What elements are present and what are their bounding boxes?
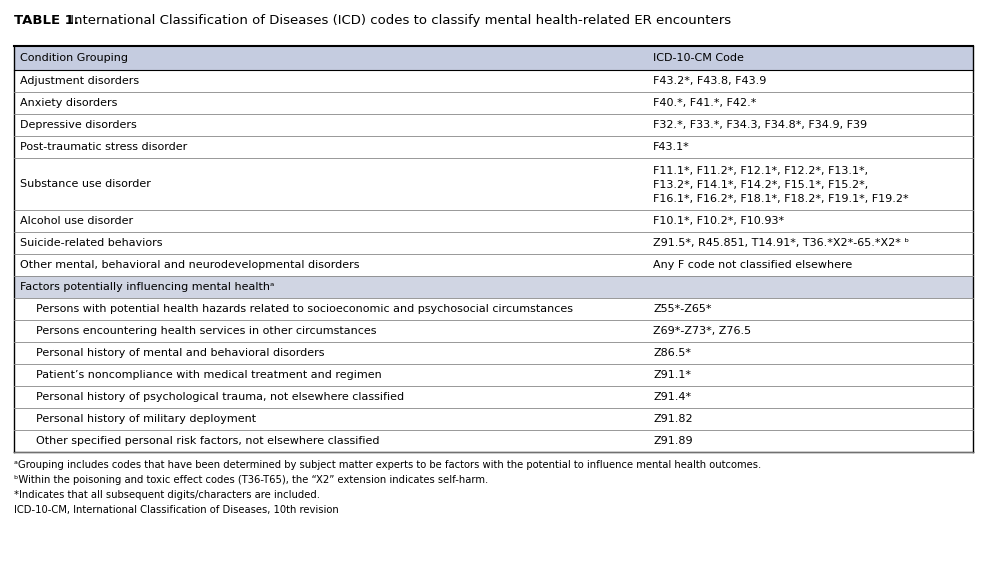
Text: Personal history of military deployment: Personal history of military deployment	[35, 414, 255, 424]
Text: Condition Grouping: Condition Grouping	[20, 53, 128, 63]
Bar	[14, 276, 972, 298]
Text: Z91.82: Z91.82	[653, 414, 692, 424]
Bar	[14, 408, 972, 430]
Bar	[14, 210, 972, 232]
Text: Z91.89: Z91.89	[653, 436, 692, 446]
Bar	[14, 92, 972, 114]
Text: ICD-10-CM Code: ICD-10-CM Code	[653, 53, 743, 63]
Text: ICD-10-CM, International Classification of Diseases, 10th revision: ICD-10-CM, International Classification …	[14, 505, 338, 515]
Bar	[14, 342, 972, 364]
Bar	[14, 232, 972, 254]
Bar	[14, 46, 972, 70]
Text: Personal history of mental and behavioral disorders: Personal history of mental and behaviora…	[35, 348, 324, 358]
Text: Depressive disorders: Depressive disorders	[20, 120, 137, 130]
Text: Adjustment disorders: Adjustment disorders	[20, 76, 139, 86]
Text: Post-traumatic stress disorder: Post-traumatic stress disorder	[20, 142, 187, 152]
Text: Z91.5*, R45.851, T14.91*, T36.*X2*-65.*X2* ᵇ: Z91.5*, R45.851, T14.91*, T36.*X2*-65.*X…	[653, 238, 908, 248]
Bar	[14, 158, 972, 210]
Text: F11.1*, F11.2*, F12.1*, F12.2*, F13.1*,: F11.1*, F11.2*, F12.1*, F12.2*, F13.1*,	[653, 166, 868, 176]
Text: Suicide-related behaviors: Suicide-related behaviors	[20, 238, 163, 248]
Text: Other specified personal risk factors, not elsewhere classified: Other specified personal risk factors, n…	[35, 436, 379, 446]
Text: F43.2*, F43.8, F43.9: F43.2*, F43.8, F43.9	[653, 76, 765, 86]
Text: F16.1*, F16.2*, F18.1*, F18.2*, F19.1*, F19.2*: F16.1*, F16.2*, F18.1*, F18.2*, F19.1*, …	[653, 194, 908, 204]
Text: Persons with potential health hazards related to socioeconomic and psychosocial : Persons with potential health hazards re…	[35, 304, 573, 314]
Text: Z86.5*: Z86.5*	[653, 348, 690, 358]
Bar	[14, 70, 972, 92]
Text: Z91.4*: Z91.4*	[653, 392, 690, 402]
Text: F32.*, F33.*, F34.3, F34.8*, F34.9, F39: F32.*, F33.*, F34.3, F34.8*, F34.9, F39	[653, 120, 867, 130]
Text: International Classification of Diseases (ICD) codes to classify mental health-r: International Classification of Diseases…	[66, 14, 731, 27]
Text: Personal history of psychological trauma, not elsewhere classified: Personal history of psychological trauma…	[35, 392, 403, 402]
Text: TABLE 1.: TABLE 1.	[14, 14, 79, 27]
Text: Other mental, behavioral and neurodevelopmental disorders: Other mental, behavioral and neurodevelo…	[20, 260, 359, 270]
Text: Z55*-Z65*: Z55*-Z65*	[653, 304, 711, 314]
Text: F13.2*, F14.1*, F14.2*, F15.1*, F15.2*,: F13.2*, F14.1*, F14.2*, F15.1*, F15.2*,	[653, 180, 868, 190]
Text: Persons encountering health services in other circumstances: Persons encountering health services in …	[35, 326, 376, 336]
Text: F40.*, F41.*, F42.*: F40.*, F41.*, F42.*	[653, 98, 755, 108]
Text: ᵇWithin the poisoning and toxic effect codes (T36-T65), the “X2” extension indic: ᵇWithin the poisoning and toxic effect c…	[14, 475, 488, 485]
Bar	[14, 254, 972, 276]
Text: Substance use disorder: Substance use disorder	[20, 179, 151, 189]
Text: *Indicates that all subsequent digits/characters are included.: *Indicates that all subsequent digits/ch…	[14, 490, 319, 500]
Bar	[14, 114, 972, 136]
Bar	[14, 136, 972, 158]
Bar	[14, 298, 972, 320]
Bar	[14, 430, 972, 452]
Text: Factors potentially influencing mental healthᵃ: Factors potentially influencing mental h…	[20, 282, 274, 292]
Text: ᵃGrouping includes codes that have been determined by subject matter experts to : ᵃGrouping includes codes that have been …	[14, 460, 760, 470]
Text: Anxiety disorders: Anxiety disorders	[20, 98, 117, 108]
Text: Z69*-Z73*, Z76.5: Z69*-Z73*, Z76.5	[653, 326, 750, 336]
Text: Any F code not classified elsewhere: Any F code not classified elsewhere	[653, 260, 851, 270]
Bar	[14, 364, 972, 386]
Text: Z91.1*: Z91.1*	[653, 370, 690, 380]
Text: F10.1*, F10.2*, F10.93*: F10.1*, F10.2*, F10.93*	[653, 216, 783, 226]
Text: F43.1*: F43.1*	[653, 142, 689, 152]
Text: Alcohol use disorder: Alcohol use disorder	[20, 216, 133, 226]
Bar	[14, 386, 972, 408]
Text: Patient’s noncompliance with medical treatment and regimen: Patient’s noncompliance with medical tre…	[35, 370, 382, 380]
Bar	[14, 320, 972, 342]
